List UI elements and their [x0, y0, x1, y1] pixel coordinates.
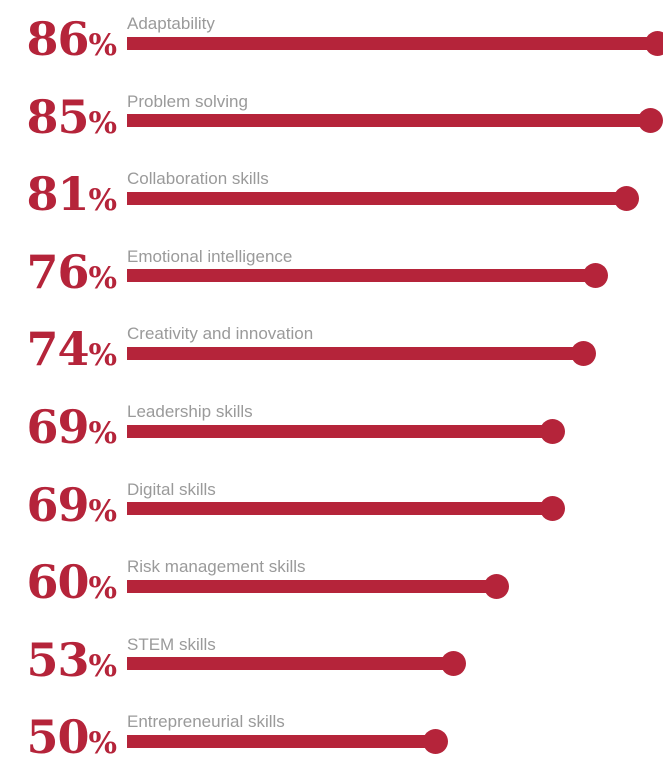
value-number: 81	[26, 167, 88, 221]
bar	[127, 735, 435, 748]
percent-sign: %	[88, 726, 117, 761]
value-label: 76%	[26, 249, 117, 295]
bar-row: 69% Digital skills	[0, 472, 663, 532]
bar-end-dot	[645, 31, 663, 56]
bar-row: 76% Emotional intelligence	[0, 239, 663, 299]
bar	[127, 269, 595, 282]
bar-end-dot	[484, 574, 509, 599]
bar	[127, 425, 552, 438]
value-label: 69%	[26, 482, 117, 528]
value-label: 85%	[26, 94, 117, 140]
bar-end-dot	[614, 186, 639, 211]
category-label: Collaboration skills	[127, 169, 269, 189]
bar-end-dot	[583, 263, 608, 288]
value-label: 60%	[26, 559, 117, 605]
percent-sign: %	[88, 106, 117, 141]
bar	[127, 37, 657, 50]
bar	[127, 502, 552, 515]
bar-row: 53% STEM skills	[0, 627, 663, 687]
skills-bar-chart: 86% Adaptability 85% Problem solving 81% Coll…	[0, 0, 663, 733]
percent-sign: %	[88, 338, 117, 373]
category-label: Problem solving	[127, 92, 248, 112]
bar-row: 69% Leadership skills	[0, 394, 663, 454]
value-number: 86	[26, 12, 88, 66]
value-label: 81%	[26, 171, 117, 217]
percent-sign: %	[88, 261, 117, 296]
category-label: STEM skills	[127, 635, 216, 655]
percent-sign: %	[88, 416, 117, 451]
bar-row: 60% Risk management skills	[0, 549, 663, 609]
category-label: Emotional intelligence	[127, 247, 292, 267]
percent-sign: %	[88, 183, 117, 218]
value-number: 85	[26, 90, 88, 144]
category-label: Leadership skills	[127, 402, 253, 422]
category-label: Entrepreneurial skills	[127, 712, 285, 732]
value-label: 69%	[26, 404, 117, 450]
value-number: 74	[26, 322, 88, 376]
bar-end-dot	[638, 108, 663, 133]
percent-sign: %	[88, 571, 117, 606]
bar	[127, 114, 651, 127]
category-label: Adaptability	[127, 14, 215, 34]
value-label: 86%	[26, 16, 117, 62]
bar-end-dot	[441, 651, 466, 676]
bar-row: 74% Creativity and innovation	[0, 316, 663, 376]
value-number: 76	[26, 245, 88, 299]
bar-end-dot	[540, 496, 565, 521]
value-label: 50%	[26, 714, 117, 760]
category-label: Risk management skills	[127, 557, 306, 577]
percent-sign: %	[88, 649, 117, 684]
bar	[127, 657, 454, 670]
bar	[127, 580, 497, 593]
value-label: 74%	[26, 326, 117, 372]
bar-row: 85% Problem solving	[0, 84, 663, 144]
value-number: 60	[26, 555, 88, 609]
value-label: 53%	[26, 637, 117, 683]
value-number: 50	[26, 710, 88, 764]
value-number: 69	[26, 400, 88, 454]
bar	[127, 192, 626, 205]
bar-end-dot	[571, 341, 596, 366]
category-label: Creativity and innovation	[127, 324, 313, 344]
bar-row: 50% Entrepreneurial skills	[0, 704, 663, 764]
category-label: Digital skills	[127, 480, 216, 500]
bar-row: 86% Adaptability	[0, 6, 663, 66]
percent-sign: %	[88, 494, 117, 529]
percent-sign: %	[88, 28, 117, 63]
value-number: 69	[26, 478, 88, 532]
bar	[127, 347, 583, 360]
bar-row: 81% Collaboration skills	[0, 161, 663, 221]
value-number: 53	[26, 633, 88, 687]
bar-end-dot	[540, 419, 565, 444]
